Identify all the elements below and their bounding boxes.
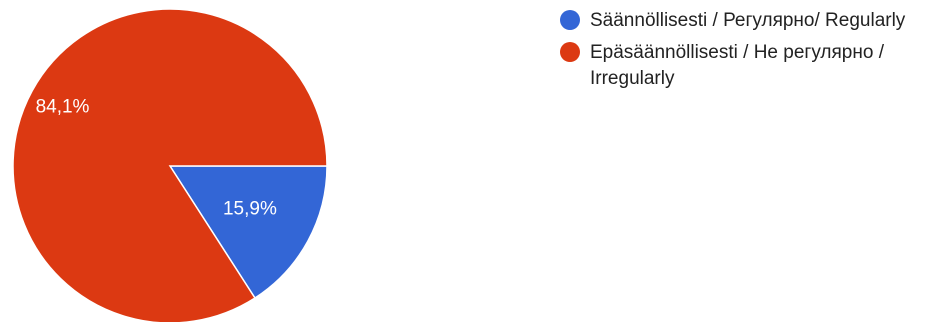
slice-label-regularly: 15,9% xyxy=(223,199,277,220)
legend-label-irregularly: Epäsäännöllisesti / Не регулярно / Irreg… xyxy=(590,42,884,89)
legend: Säännöllisesti / Регулярно/ Regularly Ep… xyxy=(560,8,940,98)
legend-swatch-irregularly xyxy=(560,42,580,62)
pie-slice-irregularly[interactable] xyxy=(12,8,328,322)
pie-slice-regularly[interactable] xyxy=(168,165,328,300)
legend-item-regularly[interactable]: Säännöllisesti / Регулярно/ Regularly xyxy=(560,8,940,34)
legend-swatch-regularly xyxy=(560,10,580,30)
legend-item-irregularly[interactable]: Epäsäännöllisesti / Не регулярно / Irreg… xyxy=(560,40,940,92)
legend-label-regularly: Säännöllisesti / Регулярно/ Regularly xyxy=(590,10,906,31)
slice-label-irregularly: 84,1% xyxy=(36,96,90,117)
pie-chart: 15,9% 84,1% xyxy=(12,8,328,322)
